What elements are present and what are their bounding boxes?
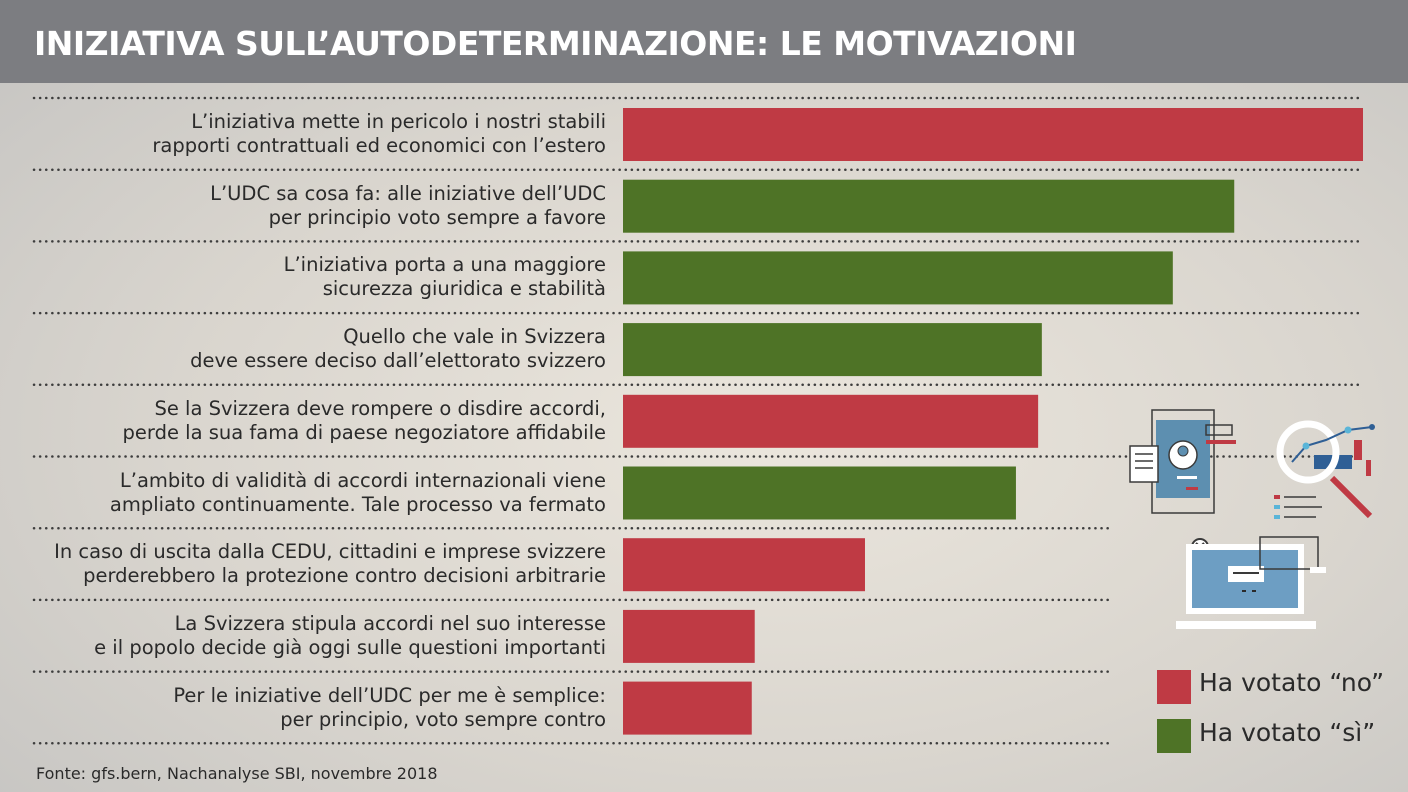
- legend-swatch-si: [1157, 719, 1191, 753]
- bar-1: [623, 108, 1363, 161]
- magnifier-chart-icon: [1274, 420, 1375, 519]
- chart-title: INIZIATIVA SULL’AUTODETERMINAZIONE: LE M…: [34, 24, 1077, 63]
- category-label-3: L’iniziativa porta a una maggiore sicure…: [283, 253, 606, 301]
- category-label-5: Se la Svizzera deve rompere o disdire ac…: [122, 396, 606, 444]
- source-note: Fonte: gfs.bern, Nachanalyse SBI, novemb…: [36, 764, 438, 783]
- category-label-9: Per le iniziative dell’UDC per me è semp…: [173, 683, 606, 731]
- bar-8: [623, 609, 755, 663]
- bar-9: [623, 681, 752, 735]
- bar-5: [623, 394, 1039, 448]
- laptop-icon: [1176, 536, 1326, 629]
- category-label-2: L’UDC sa cosa fa: alle iniziative dell’U…: [210, 181, 606, 229]
- decorative-illustration: [1129, 409, 1375, 629]
- legend-swatch-no: [1157, 670, 1191, 704]
- bar-6: [623, 466, 1016, 520]
- category-label-7: In caso di uscita dalla CEDU, cittadini …: [54, 540, 606, 588]
- bar-7: [623, 538, 865, 592]
- bar-2: [623, 179, 1235, 233]
- phone-profile-icon: [1129, 409, 1236, 514]
- category-label-4: Quello che vale in Svizzera deve essere …: [190, 325, 606, 373]
- category-label-1: L’iniziativa mette in pericolo i nostri …: [152, 110, 606, 157]
- category-label-8: La Svizzera stipula accordi nel suo inte…: [94, 611, 606, 659]
- legend-label-no: Ha votato “no”: [1199, 668, 1385, 697]
- bar-4: [623, 323, 1042, 377]
- category-label-6: L’ambito di validità di accordi internaz…: [109, 468, 606, 516]
- header-bar: INIZIATIVA SULL’AUTODETERMINAZIONE: LE M…: [0, 0, 1408, 83]
- legend-label-si: Ha votato “sì”: [1199, 718, 1376, 747]
- bar-3: [623, 251, 1173, 305]
